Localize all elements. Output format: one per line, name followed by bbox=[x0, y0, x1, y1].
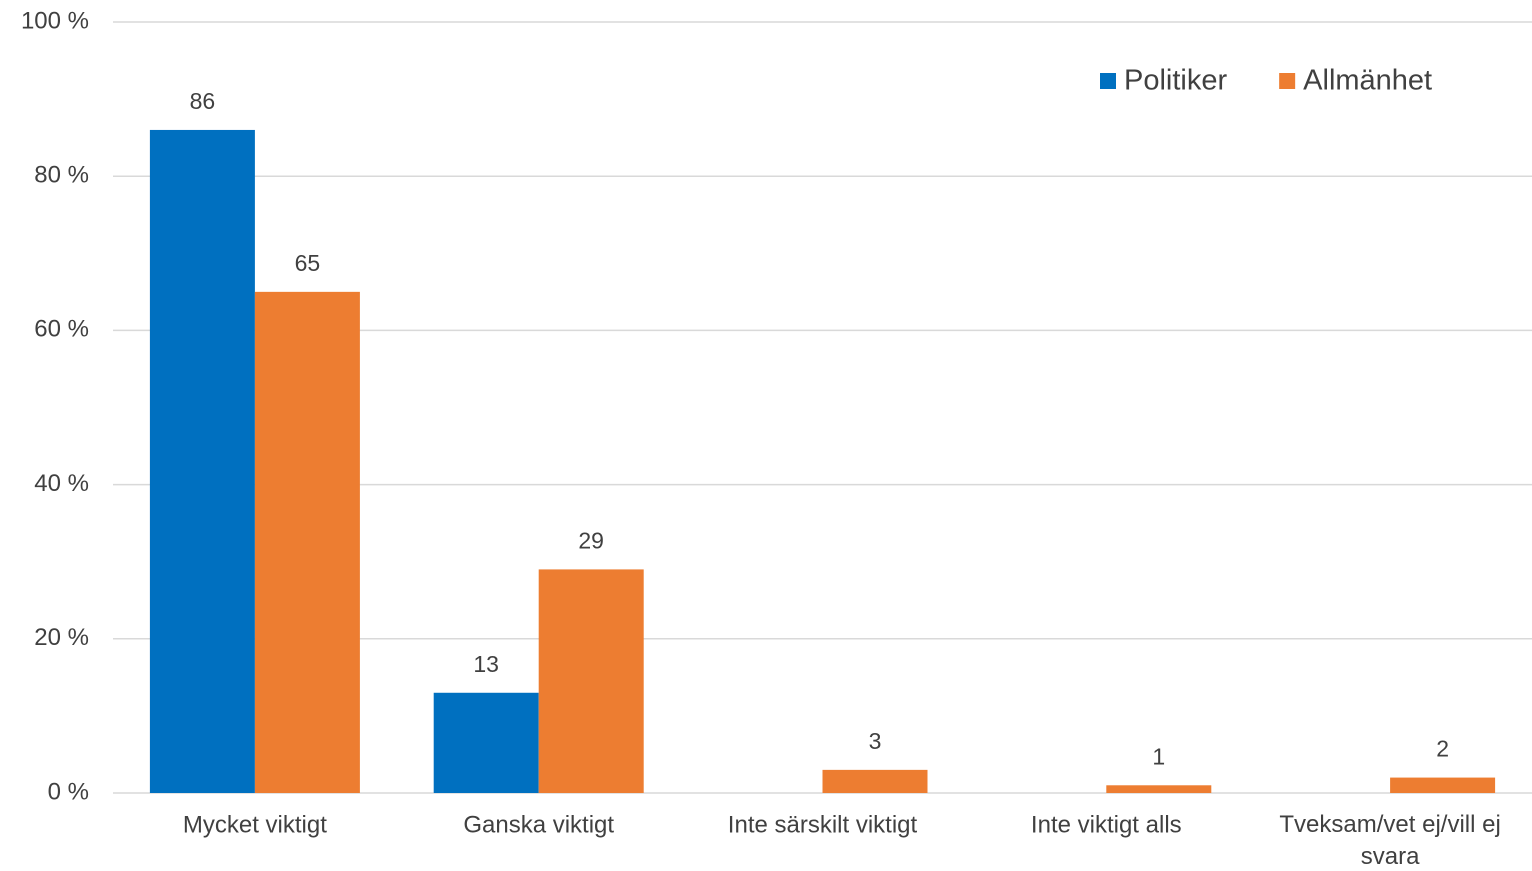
bar bbox=[149, 129, 255, 793]
value-label: 65 bbox=[295, 250, 321, 276]
y-tick-label: 80 % bbox=[34, 162, 89, 189]
legend-label: Allmänhet bbox=[1303, 65, 1432, 97]
y-tick-label: 0 % bbox=[48, 778, 89, 805]
x-tick-label: Inte viktigt alls bbox=[1031, 811, 1182, 838]
y-tick-label: 40 % bbox=[34, 470, 89, 497]
value-label: 1 bbox=[1152, 743, 1165, 769]
legend-label: Politiker bbox=[1124, 65, 1227, 97]
x-tick-label: Tveksam/vet ej/vill ej svara bbox=[1279, 811, 1500, 870]
value-label: 3 bbox=[869, 728, 882, 754]
y-tick-label: 100 % bbox=[21, 7, 89, 34]
x-tick-label: Mycket viktigt bbox=[183, 811, 327, 838]
y-tick-label: 60 % bbox=[34, 316, 89, 343]
bar bbox=[1106, 785, 1212, 793]
legend-swatch bbox=[1100, 73, 1116, 89]
bar bbox=[538, 569, 644, 793]
x-tick-label: Inte särskilt viktigt bbox=[728, 811, 918, 838]
value-label: 2 bbox=[1436, 736, 1449, 762]
bar bbox=[1390, 777, 1496, 793]
bar bbox=[254, 291, 360, 793]
value-label: 29 bbox=[578, 527, 604, 553]
bar bbox=[433, 692, 539, 793]
x-tick-label: Ganska viktigt bbox=[463, 811, 614, 838]
legend-swatch bbox=[1279, 73, 1296, 89]
value-label: 86 bbox=[190, 88, 216, 114]
value-label: 13 bbox=[473, 651, 499, 677]
y-tick-label: 20 % bbox=[34, 624, 89, 651]
bar bbox=[822, 769, 928, 793]
